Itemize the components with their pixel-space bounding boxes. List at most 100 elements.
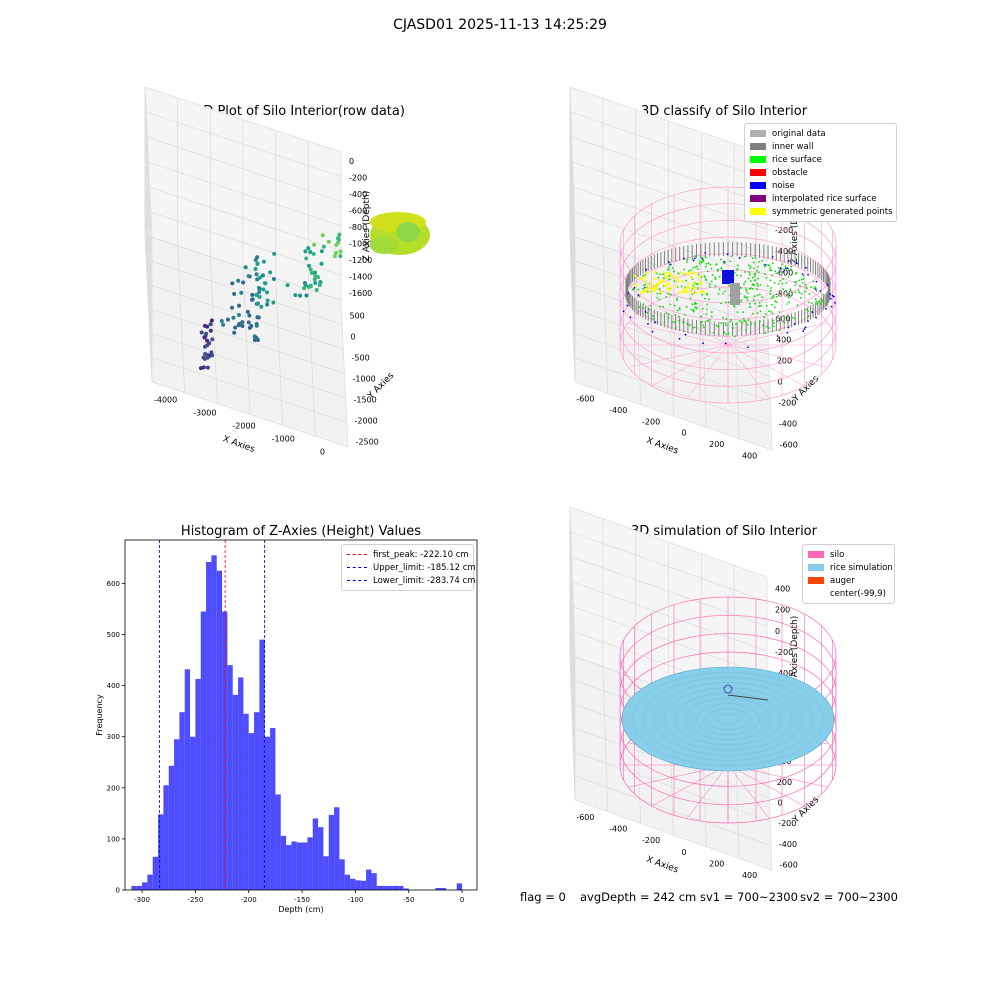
histogram-bar [371, 873, 377, 890]
symmetric-point [667, 271, 671, 275]
y-tick-label: -600 [780, 441, 798, 450]
rice-surface-point [718, 275, 721, 278]
rice-surface-point [756, 294, 759, 297]
raw-point [247, 313, 252, 318]
symmetric-point [667, 288, 670, 292]
rice-surface-point [765, 313, 767, 315]
rice-surface-point [753, 267, 755, 270]
rice-surface-point [765, 304, 768, 307]
raw-point [313, 281, 318, 286]
raw-point [201, 365, 206, 370]
rice-surface-point [749, 280, 752, 282]
histogram-bar [387, 885, 393, 890]
y-tick-label: -600 [780, 861, 798, 870]
raw-point [205, 324, 210, 329]
x-tick-label: -3000 [193, 409, 216, 418]
raw-point [309, 270, 314, 275]
rice-surface-point [668, 278, 671, 280]
rice-surface-point [692, 326, 695, 329]
rice-surface-point [710, 311, 713, 313]
rice-surface-point [724, 324, 727, 327]
raw-point [202, 335, 207, 340]
rice-surface-point [680, 285, 683, 288]
z-tick-label: -200 [775, 648, 793, 657]
rice-surface-point [777, 266, 780, 269]
classify-3d-plot: -600-400-20002004006004002000-200-400-60… [569, 86, 837, 460]
legend-line-sample [347, 580, 367, 581]
rice-surface-point [705, 265, 707, 268]
raw-point [254, 321, 259, 326]
symmetric-point [676, 279, 679, 283]
legend-entry: auger [808, 574, 889, 587]
rice-surface-point [754, 302, 756, 305]
plot-frame [124, 539, 478, 891]
rice-surface-point [756, 288, 758, 291]
legend-label: noise [772, 180, 795, 191]
histogram-bar [398, 885, 404, 890]
rice-surface-point [772, 322, 775, 324]
z-tick-label: -400 [349, 190, 367, 199]
rice-surface-point [807, 301, 810, 304]
rice-surface-point [724, 322, 727, 325]
rice-surface-point [696, 265, 699, 268]
rice-surface-point [761, 296, 764, 299]
rice-surface-point [770, 311, 772, 313]
rice-surface-point [768, 327, 771, 329]
rice-surface-point [822, 293, 825, 296]
rice-surface-point [800, 292, 803, 295]
legend-swatch [750, 208, 766, 215]
rice-surface-point [638, 295, 641, 298]
rice-surface-point [784, 265, 787, 268]
noise-point [684, 333, 687, 336]
noise-point [787, 260, 790, 262]
z-tick-label: -400 [775, 669, 793, 678]
raw-point [318, 280, 323, 285]
legend-entry: rice simulation [808, 561, 893, 574]
raw-point [308, 267, 313, 272]
histogram-bar [222, 611, 228, 890]
raw-point [231, 315, 236, 320]
surface-hole [396, 222, 420, 242]
rice-surface-point [802, 278, 805, 280]
rice-surface-point [669, 293, 672, 296]
x-tick-label: -300 [134, 896, 150, 904]
rice-surface-point [766, 325, 768, 328]
rice-surface-point [783, 268, 785, 271]
symmetric-point [648, 290, 651, 294]
raw-point [250, 292, 255, 297]
symmetric-point [652, 287, 656, 290]
histogram-bar [232, 694, 239, 890]
rice-surface-point [760, 304, 762, 307]
histogram-bar [248, 733, 255, 890]
raw-point [303, 283, 308, 288]
rice-surface-point [673, 304, 676, 307]
rice-surface-point [720, 302, 722, 305]
x-tick-label: 0 [320, 448, 325, 457]
x-axis-label: Depth (cm) [278, 905, 323, 914]
rice-surface-point [733, 335, 736, 338]
rice-surface-point [737, 264, 739, 267]
rice-surface-point [759, 283, 762, 286]
rice-surface-point [821, 299, 824, 302]
raw-point [321, 244, 326, 249]
noise-point [637, 294, 640, 297]
legend-entry: symmetric generated points [750, 205, 893, 218]
noise-point [811, 311, 814, 313]
raw-point [336, 237, 341, 242]
rice-surface-point [727, 284, 730, 287]
histogram-bar [259, 639, 265, 890]
rice-surface-point [678, 308, 681, 311]
raw-point [240, 320, 245, 325]
symmetric-point [663, 271, 667, 275]
raw-point [271, 300, 276, 305]
noise-point [829, 293, 831, 296]
raw-point [265, 298, 270, 303]
symmetric-point [699, 282, 703, 286]
symmetric-point [674, 284, 678, 288]
rice-surface-point [744, 280, 747, 283]
symmetric-point [674, 276, 678, 279]
symmetric-point [694, 291, 698, 295]
rice-surface-point [753, 279, 756, 282]
rice-surface-point [661, 273, 664, 276]
rice-surface-point [700, 315, 702, 318]
